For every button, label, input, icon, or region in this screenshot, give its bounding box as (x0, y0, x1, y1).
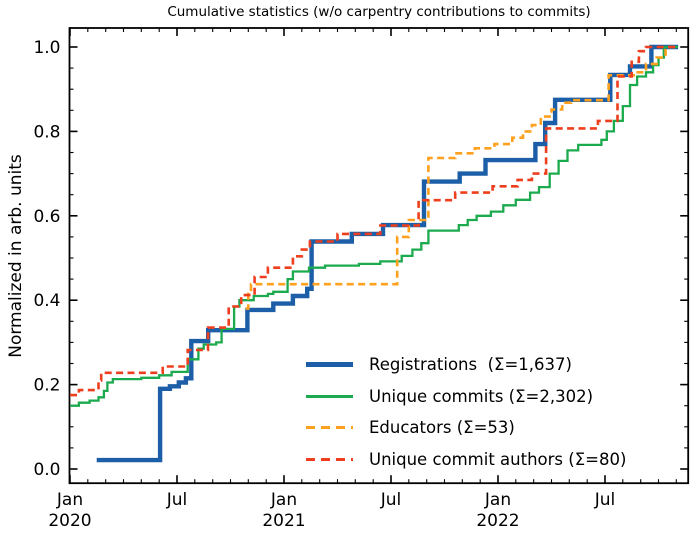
x-tick-label: Jul (594, 490, 616, 510)
x-tick-label: Jan (484, 490, 511, 510)
legend-line-sample-unique-commit-authors (306, 458, 353, 462)
legend-line-sample-registrations (306, 362, 353, 368)
legend-label-unique-commits: Unique commits (Σ=2,302) (369, 386, 594, 406)
y-tick-label: 0.0 (33, 460, 60, 480)
y-tick-label: 0.2 (33, 376, 60, 396)
y-tick-label: 1.0 (33, 38, 60, 58)
legend-line-sample-unique-commits (306, 394, 353, 398)
series-line-educators (245, 45, 679, 310)
legend-label-registrations: Registrations (Σ=1,637) (369, 355, 572, 375)
series-line-unique-commit-authors (70, 45, 679, 397)
x-year-label: 2022 (476, 511, 519, 531)
plot-border (68, 27, 690, 485)
legend-item-unique-commits: Unique commits (Σ=2,302) (306, 381, 626, 413)
x-year-label: 2020 (48, 511, 91, 531)
chart-title: Cumulative statistics (w/o carpentry con… (167, 4, 591, 20)
y-axis-label: Normalized in arb. units (6, 154, 26, 358)
legend-item-registrations: Registrations (Σ=1,637) (306, 349, 626, 381)
y-tick-label: 0.4 (33, 291, 60, 311)
x-tick-label: Jul (380, 490, 402, 510)
y-tick-label: 0.6 (33, 207, 60, 227)
x-tick-label: Jan (270, 490, 297, 510)
legend-label-educators: Educators (Σ=53) (369, 418, 515, 438)
x-year-label: 2021 (262, 511, 305, 531)
legend-line-sample-educators (306, 426, 353, 430)
legend-item-unique-commit-authors: Unique commit authors (Σ=80) (306, 444, 626, 476)
x-tick-label: Jan (56, 490, 83, 510)
legend: Registrations (Σ=1,637) Unique commits (Σ… (306, 349, 626, 475)
legend-item-educators: Educators (Σ=53) (306, 412, 626, 444)
y-tick-label: 0.8 (33, 122, 60, 142)
legend-label-unique-commit-authors: Unique commit authors (Σ=80) (369, 450, 627, 470)
series-line-unique-commits (70, 45, 679, 407)
x-tick-label: Jul (166, 490, 188, 510)
